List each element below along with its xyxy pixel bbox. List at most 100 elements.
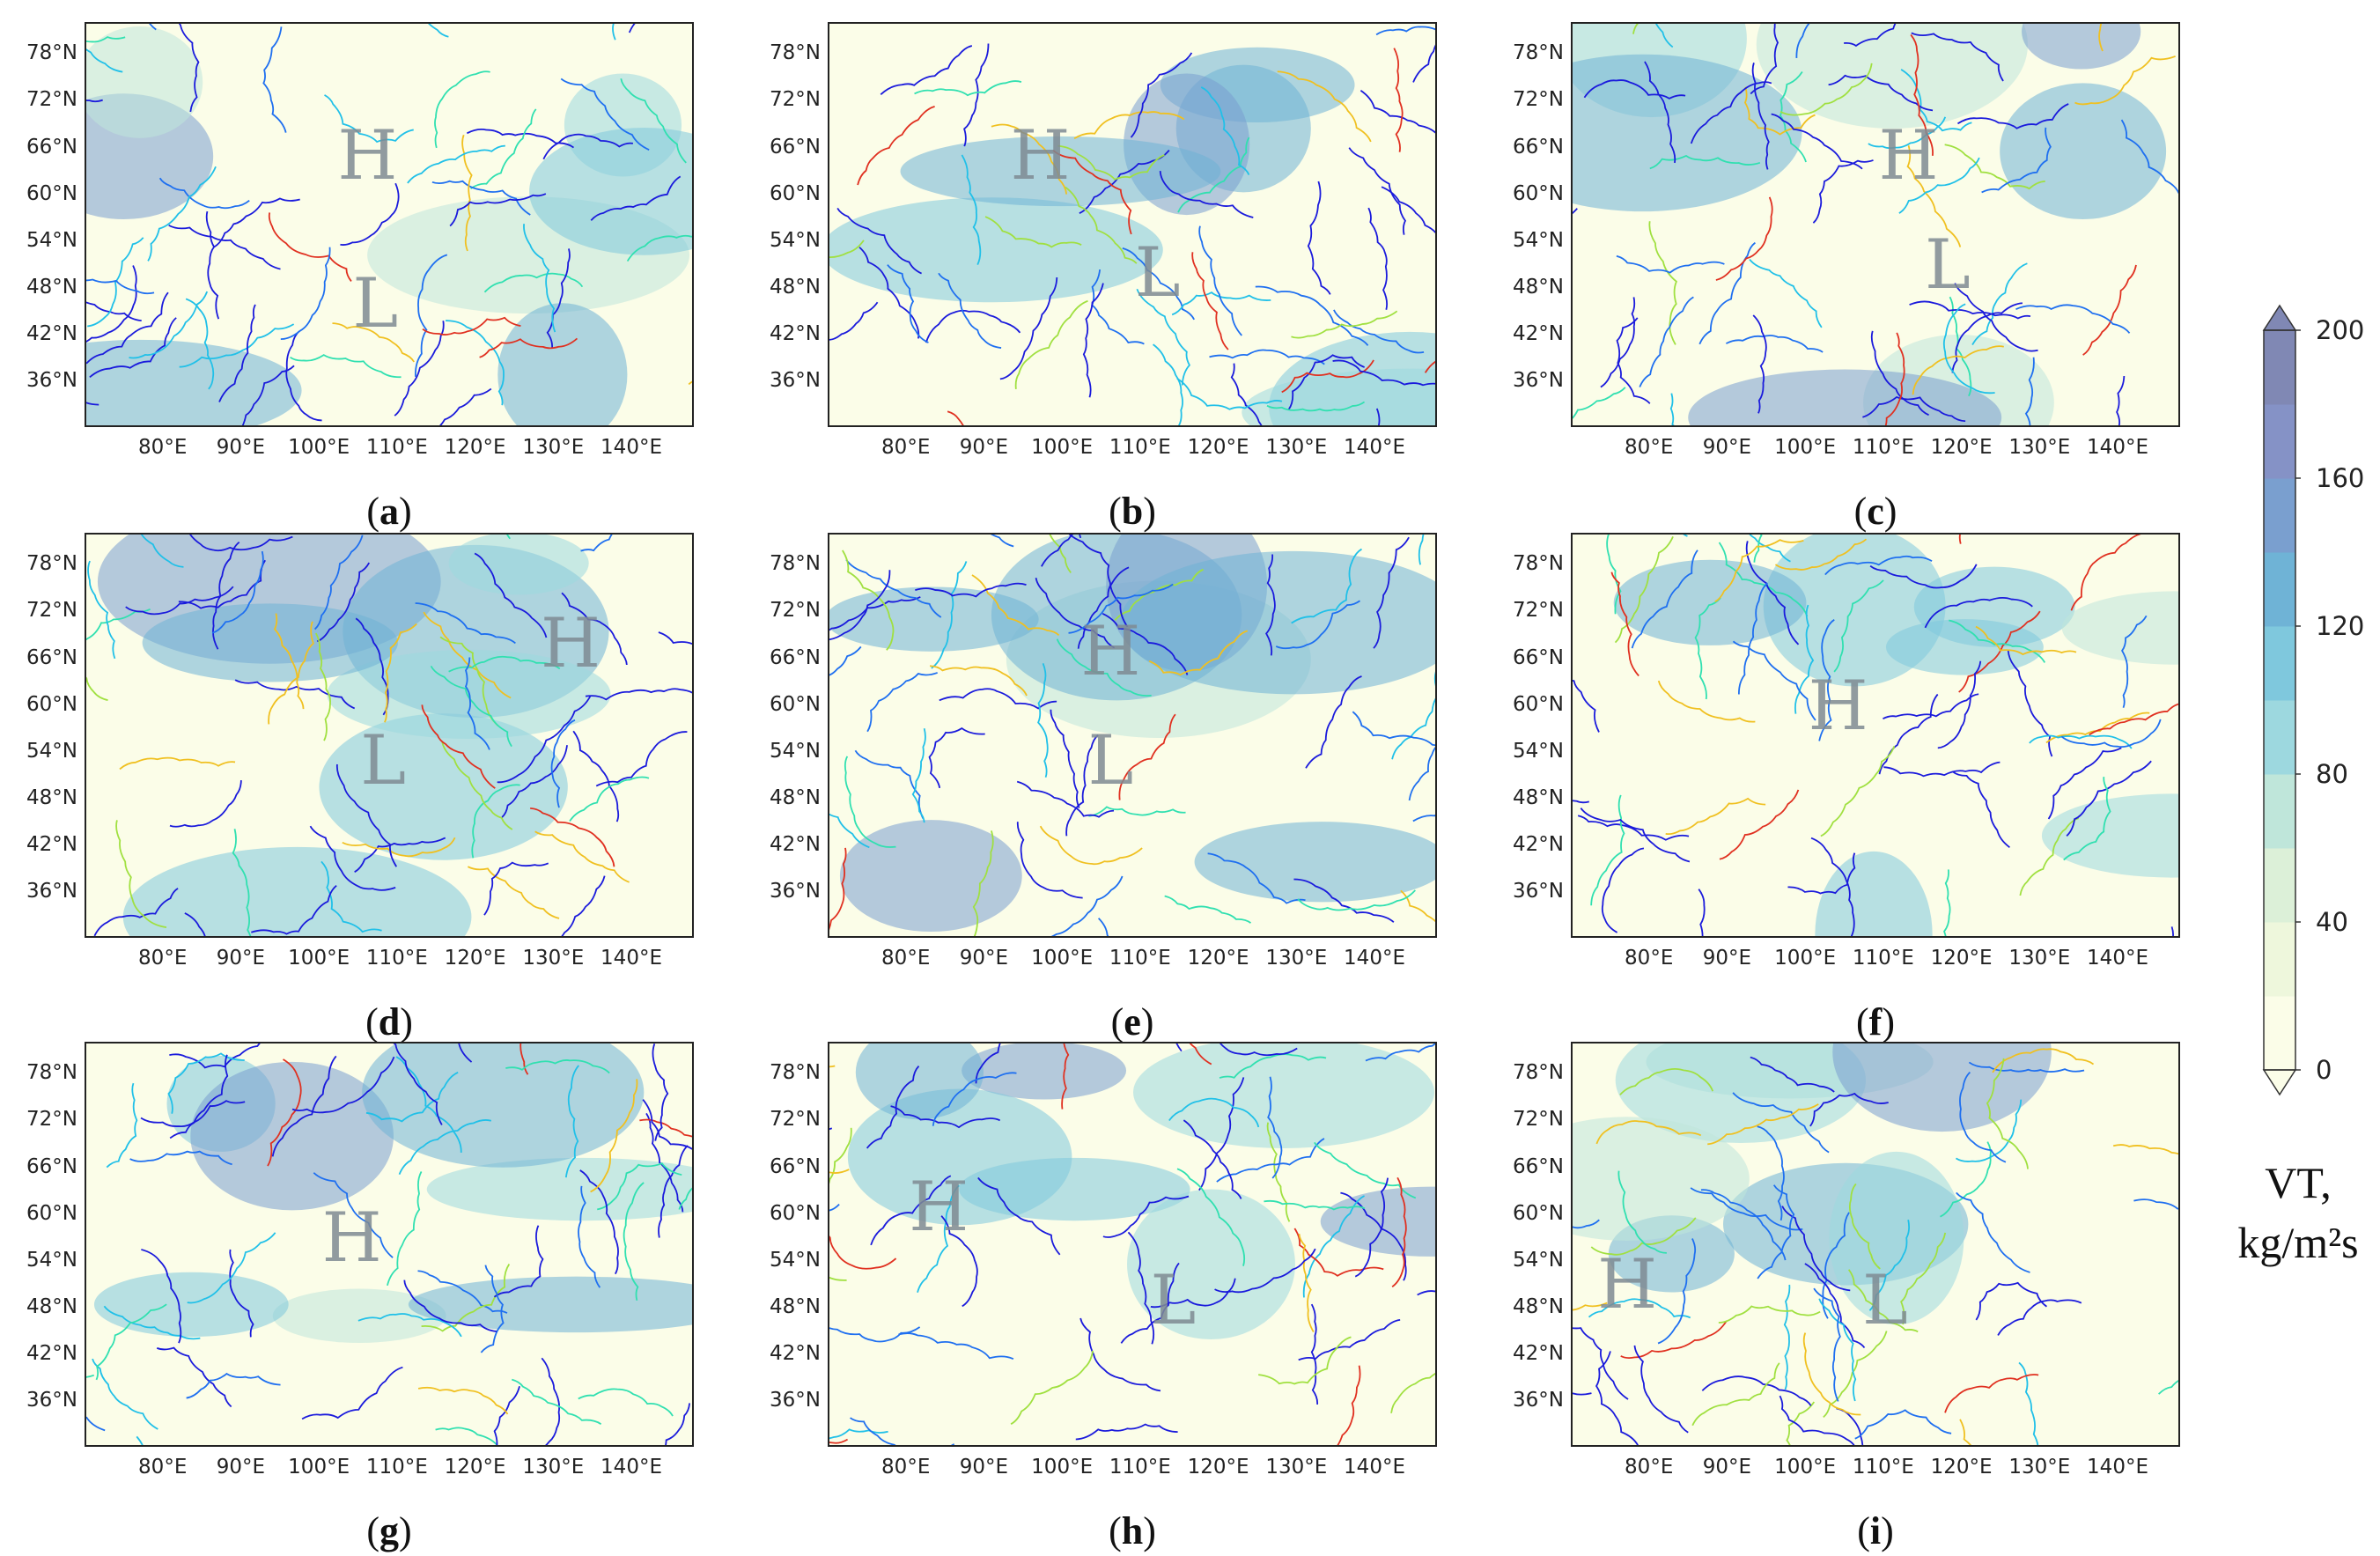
colorbar-title-line2: kg/m²s	[2237, 1217, 2359, 1267]
high-pressure-center: H	[1597, 1245, 1658, 1325]
streamline	[1924, 597, 2033, 629]
streamline	[314, 632, 331, 741]
streamline	[483, 272, 584, 293]
streamline	[1631, 549, 1698, 649]
streamline	[914, 80, 1022, 97]
streamline	[1010, 1350, 1094, 1425]
streamline	[1781, 1206, 1851, 1292]
streamline	[1810, 837, 1855, 936]
y-tick-label: 60°N	[770, 692, 821, 716]
streamline	[590, 1079, 638, 1193]
streamline	[184, 912, 206, 936]
streamline	[975, 1043, 1001, 1084]
streamline	[86, 301, 142, 322]
streamline	[2007, 650, 2053, 757]
streamline	[271, 1055, 337, 1157]
streamline	[357, 1313, 462, 1338]
streamline	[407, 144, 505, 184]
streamline	[1408, 746, 1435, 801]
streamline	[393, 1043, 443, 1125]
streamline	[639, 1118, 692, 1138]
vt-shading	[86, 26, 203, 138]
vt-shading	[1756, 24, 2028, 129]
streamline	[519, 1043, 529, 1075]
y-tick-label: 60°N	[26, 181, 77, 205]
streamline	[1975, 625, 2077, 656]
streamline	[1714, 539, 1804, 603]
streamline	[93, 888, 179, 936]
streamline	[1862, 395, 1966, 423]
streamline	[1373, 536, 1410, 649]
streamline	[313, 1172, 394, 1258]
streamline	[335, 763, 398, 867]
streamline	[829, 1127, 833, 1131]
vt-shading	[190, 1061, 394, 1211]
streamline	[2045, 712, 2150, 744]
vt-shading	[2000, 83, 2167, 220]
streamline	[1207, 852, 1306, 904]
panel-caption: (b)	[1109, 490, 1156, 533]
streamline	[417, 1270, 508, 1314]
streamline	[332, 322, 416, 363]
panel-b: H L 78°N 72°N 66°N 60°N 54°N 48°N 42°N 36°N 80°E 90…	[743, 22, 1486, 533]
streamline	[1951, 302, 2023, 373]
streamline	[961, 154, 982, 265]
streamline	[1700, 1189, 1787, 1261]
streamline	[493, 1386, 520, 1445]
map-canvas	[1573, 1043, 2178, 1445]
streamline	[431, 180, 531, 216]
streamline	[403, 1279, 497, 1332]
streamline	[880, 45, 973, 95]
streamline	[595, 731, 688, 787]
streamline	[929, 665, 1028, 697]
streamline-map: H	[1571, 533, 2180, 938]
colorbar-segment	[2264, 922, 2295, 997]
streamline	[1102, 1195, 1190, 1238]
y-tick-label: 54°N	[26, 739, 77, 763]
panel-caption: (d)	[365, 1000, 413, 1043]
streamline-map: H	[85, 1042, 694, 1447]
panel-letter: i	[1869, 1509, 1882, 1552]
colorbar-title-line1: VT,	[2265, 1158, 2332, 1207]
streamline	[1314, 1141, 1417, 1199]
streamline	[290, 354, 402, 379]
streamline	[501, 745, 568, 818]
streamline	[829, 1428, 888, 1440]
vt-shading	[93, 1272, 289, 1338]
streamline	[580, 535, 613, 552]
streamline	[857, 106, 935, 186]
vt-shading	[1913, 566, 2075, 647]
x-tick-label: 90°E	[216, 947, 266, 970]
streamline	[1097, 918, 1109, 936]
streamline	[1955, 1099, 2023, 1162]
colorbar-tick-label: 40	[2316, 907, 2348, 937]
streamline	[1014, 299, 1088, 389]
streamline	[560, 77, 650, 151]
colorbar-segment	[2264, 552, 2295, 627]
streamline	[1310, 1303, 1319, 1405]
streamline	[1690, 1187, 1803, 1231]
streamline	[354, 837, 446, 874]
streamline	[1749, 258, 1823, 328]
map-canvas	[1573, 24, 2178, 425]
streamline	[1077, 566, 1130, 649]
streamline	[1883, 761, 2001, 778]
streamline	[829, 1276, 847, 1281]
streamline	[2170, 926, 2174, 936]
streamline	[1944, 144, 2045, 190]
y-tick-label: 66°N	[1513, 135, 1564, 159]
streamline	[1079, 149, 1170, 215]
streamline	[665, 1403, 691, 1445]
streamline	[483, 861, 549, 916]
streamline	[268, 212, 352, 282]
streamline	[1616, 317, 1651, 404]
streamline	[273, 613, 305, 710]
colorbar-segment	[2264, 404, 2295, 479]
streamline	[140, 535, 184, 568]
streamline	[1198, 1077, 1245, 1191]
x-tick-label: 130°E	[1265, 1456, 1328, 1479]
vt-shading	[1127, 1189, 1295, 1340]
streamline	[578, 1185, 601, 1288]
streamline	[497, 696, 592, 784]
